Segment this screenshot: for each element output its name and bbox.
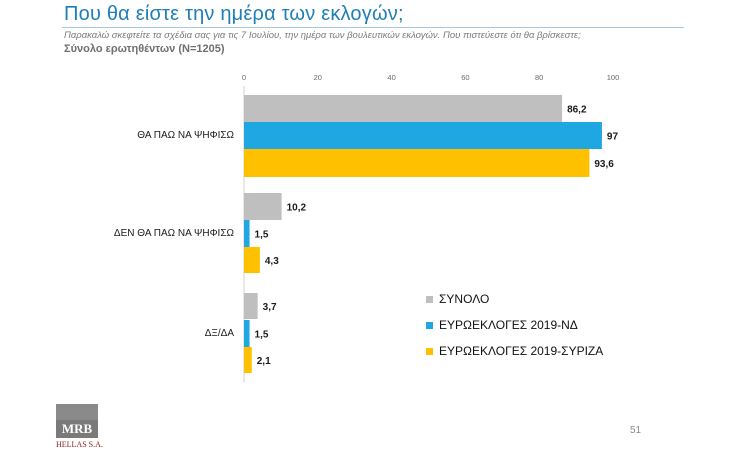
- data-label: 86,2: [567, 105, 587, 116]
- legend-label-nd: ΕΥΡΩΕΚΛΟΓΕΣ 2019-ΝΔ: [439, 318, 578, 332]
- legend-swatch-nd: [426, 321, 433, 329]
- page-title: Που θα είστε την ημέρα των εκλογών;: [64, 3, 404, 25]
- data-label: 1,5: [255, 230, 269, 241]
- bar: [244, 347, 252, 373]
- x-tick-label: 0: [242, 73, 246, 82]
- data-label: 4,3: [265, 256, 279, 267]
- data-label: 2,1: [257, 356, 271, 367]
- legend-label-total: ΣΥΝΟΛΟ: [439, 292, 490, 306]
- category-label: ΔΞ/ΔΑ: [205, 328, 235, 339]
- category-label: ΔΕΝ ΘΑ ΠΑΩ ΝΑ ΨΗΦΙΣΩ: [114, 228, 235, 239]
- data-label: 93,6: [594, 159, 614, 170]
- logo-subtext: HELLAS S.A.: [56, 440, 103, 449]
- bar: [244, 293, 258, 319]
- company-logo: MRB HELLAS S.A.: [56, 404, 103, 449]
- bar: [244, 95, 563, 122]
- category-label: ΘΑ ΠΑΩ ΝΑ ΨΗΦΙΣΩ: [137, 130, 234, 141]
- title-divider: [62, 27, 684, 28]
- x-tick-label: 60: [461, 73, 469, 82]
- data-label: 10,2: [287, 203, 307, 214]
- data-label: 97: [607, 132, 619, 143]
- bar: [244, 320, 250, 347]
- legend-item-syriza: ΕΥΡΩΕΚΛΟΓΕΣ 2019-ΣΥΡΙΖΑ: [426, 338, 603, 364]
- x-tick-label: 20: [314, 73, 322, 82]
- bar: [244, 149, 590, 177]
- chart-legend: ΣΥΝΟΛΟ ΕΥΡΩΕΚΛΟΓΕΣ 2019-ΝΔ ΕΥΡΩΕΚΛΟΓΕΣ 2…: [426, 286, 603, 364]
- legend-item-nd: ΕΥΡΩΕΚΛΟΓΕΣ 2019-ΝΔ: [426, 312, 603, 338]
- sample-base: Σύνολο ερωτηθέντων (N=1205): [64, 43, 225, 55]
- legend-label-syriza: ΕΥΡΩΕΚΛΟΓΕΣ 2019-ΣΥΡΙΖΑ: [439, 344, 604, 358]
- data-label: 3,7: [263, 302, 277, 313]
- x-tick-label: 100: [607, 73, 620, 82]
- x-tick-label: 80: [535, 73, 543, 82]
- bar: [244, 220, 250, 247]
- bar: [244, 193, 282, 220]
- legend-swatch-syriza: [426, 347, 433, 355]
- legend-swatch-total: [426, 295, 433, 303]
- question-text: Παρακαλώ σκεφτείτε τα σχέδια σας για τις…: [64, 30, 581, 41]
- data-label: 1,5: [255, 330, 269, 341]
- x-tick-label: 40: [387, 73, 395, 82]
- logo-band: [56, 404, 98, 420]
- logo-text: MRB: [56, 420, 98, 438]
- bar: [244, 122, 602, 149]
- bar: [244, 247, 260, 273]
- legend-item-total: ΣΥΝΟΛΟ: [426, 286, 603, 312]
- page-number: 51: [630, 425, 642, 436]
